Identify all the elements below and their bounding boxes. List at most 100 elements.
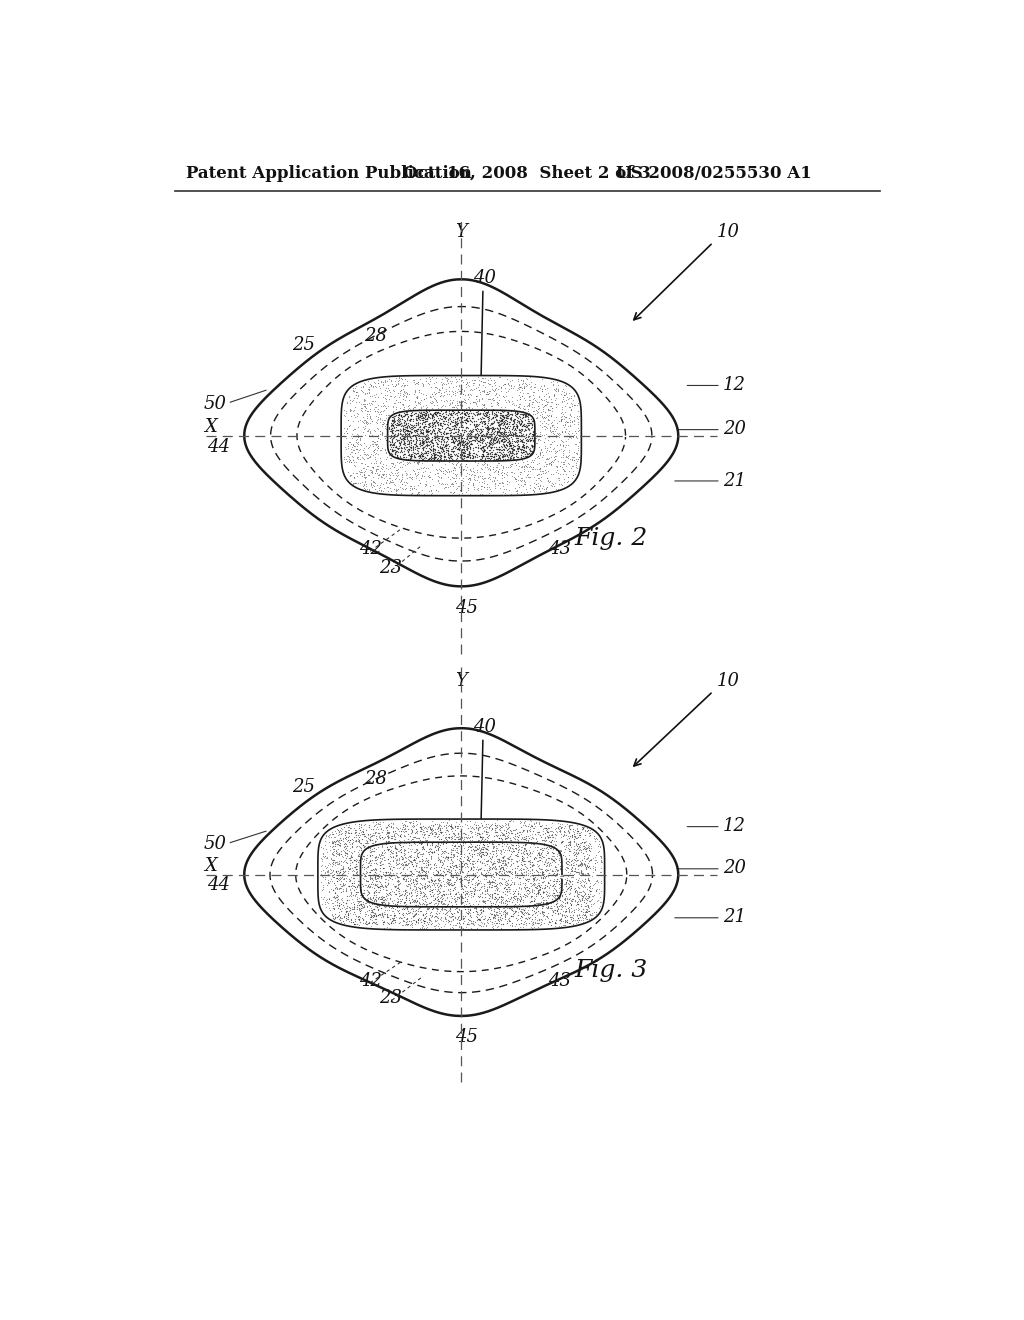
Point <box>345 911 361 932</box>
Point <box>414 433 430 454</box>
Point <box>340 416 356 437</box>
Point <box>353 886 370 907</box>
Point <box>455 887 471 908</box>
Point <box>497 404 513 425</box>
Point <box>396 424 413 445</box>
Point <box>433 821 450 842</box>
Point <box>398 869 415 890</box>
Point <box>373 843 389 865</box>
Point <box>368 830 384 851</box>
Point <box>355 444 372 465</box>
Point <box>402 422 419 444</box>
Point <box>475 438 492 459</box>
Point <box>585 858 601 879</box>
Point <box>485 426 502 447</box>
Point <box>441 447 458 469</box>
Point <box>561 454 578 475</box>
Point <box>428 428 444 449</box>
Point <box>400 883 417 904</box>
Point <box>441 902 458 923</box>
Point <box>517 863 534 884</box>
Point <box>498 444 514 465</box>
Point <box>367 822 383 843</box>
Point <box>328 841 344 862</box>
Point <box>543 388 559 409</box>
Point <box>471 865 487 886</box>
Point <box>498 408 514 429</box>
Point <box>351 909 368 931</box>
Point <box>414 840 430 861</box>
Point <box>511 858 527 879</box>
Point <box>418 832 434 853</box>
Point <box>459 446 475 467</box>
Point <box>415 438 431 459</box>
Point <box>390 407 407 428</box>
Point <box>364 838 380 859</box>
Point <box>399 409 416 430</box>
Point <box>367 387 383 408</box>
Point <box>346 442 362 463</box>
Point <box>573 876 590 898</box>
Point <box>505 447 521 469</box>
Point <box>518 424 535 445</box>
Point <box>397 449 414 470</box>
Point <box>531 457 548 478</box>
Point <box>417 863 433 884</box>
Point <box>553 409 569 430</box>
Point <box>403 436 420 457</box>
Point <box>451 449 467 470</box>
Point <box>337 451 353 473</box>
Point <box>499 413 515 434</box>
Point <box>426 853 442 874</box>
Point <box>460 479 476 500</box>
Point <box>475 818 492 840</box>
Point <box>344 842 360 863</box>
Point <box>480 840 497 861</box>
Point <box>349 381 366 403</box>
Point <box>462 392 478 413</box>
Point <box>360 824 377 845</box>
Point <box>489 840 506 861</box>
Point <box>369 896 385 917</box>
Point <box>481 449 498 470</box>
Point <box>479 399 496 420</box>
Point <box>454 470 470 491</box>
Point <box>509 389 525 411</box>
Point <box>410 374 426 395</box>
Point <box>488 817 505 838</box>
Point <box>455 882 471 903</box>
Point <box>327 880 343 902</box>
Point <box>511 420 527 441</box>
Point <box>472 446 488 467</box>
Point <box>560 467 577 488</box>
Point <box>444 840 461 861</box>
Point <box>388 413 404 434</box>
Point <box>349 466 366 487</box>
Point <box>527 829 544 850</box>
Point <box>354 411 371 432</box>
Point <box>579 837 595 858</box>
Point <box>414 849 430 870</box>
Point <box>426 440 442 461</box>
Point <box>341 450 357 471</box>
Point <box>465 446 481 467</box>
Point <box>523 843 540 865</box>
Point <box>514 411 530 432</box>
Point <box>513 409 529 430</box>
Point <box>428 447 444 469</box>
Point <box>561 830 578 851</box>
Point <box>432 446 449 467</box>
Point <box>565 825 582 846</box>
Point <box>524 413 541 434</box>
Point <box>534 878 550 899</box>
Point <box>455 917 471 939</box>
Point <box>489 438 506 459</box>
Point <box>408 900 424 921</box>
Point <box>504 899 520 920</box>
Point <box>530 875 547 896</box>
Point <box>486 444 503 465</box>
Point <box>569 894 586 915</box>
Point <box>438 381 455 403</box>
Point <box>400 384 417 405</box>
Point <box>435 833 452 854</box>
